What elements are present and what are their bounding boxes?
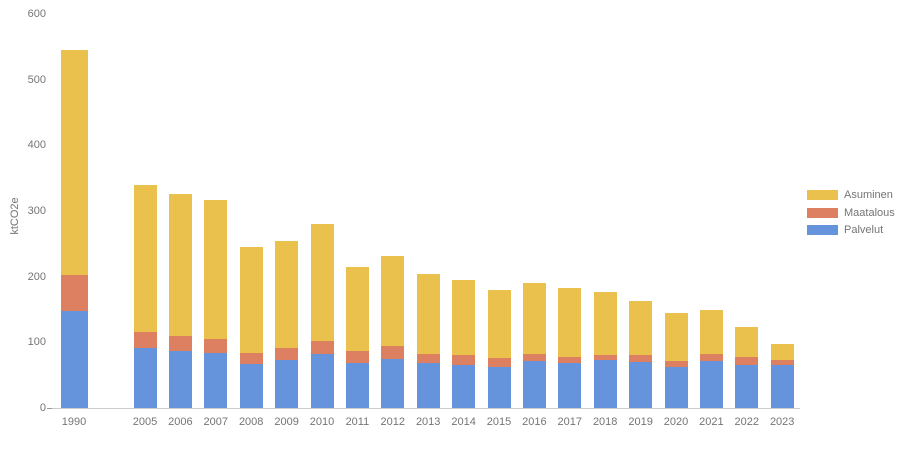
bar-2013-palvelut[interactable] xyxy=(416,363,440,408)
bar-2020-asuminen[interactable] xyxy=(664,313,688,362)
bar-2006-asuminen[interactable] xyxy=(168,193,192,336)
bar-2020-maatalous[interactable] xyxy=(664,361,688,368)
x-axis-line xyxy=(52,408,800,409)
x-tick-label-2009: 2009 xyxy=(274,416,299,428)
legend-item-maatalous: Maatalous xyxy=(807,207,895,219)
x-tick-label-2008: 2008 xyxy=(238,416,264,428)
legend-label-maatalous: Maatalous xyxy=(844,206,895,219)
bar-2017-palvelut[interactable] xyxy=(558,362,582,408)
bar-2006-palvelut[interactable] xyxy=(168,350,192,408)
x-tick-label-2010: 2010 xyxy=(309,416,335,428)
bar-2013-maatalous[interactable] xyxy=(416,354,440,364)
bar-2021-palvelut[interactable] xyxy=(699,361,723,408)
legend-item-palvelut: Palvelut xyxy=(807,224,883,236)
bar-2015-maatalous[interactable] xyxy=(487,358,511,368)
bar-2013-asuminen[interactable] xyxy=(416,274,440,355)
x-tick-label-2006: 2006 xyxy=(168,416,193,428)
bar-2021-maatalous[interactable] xyxy=(699,354,723,362)
bar-2014-maatalous[interactable] xyxy=(452,354,476,365)
bar-2005-maatalous[interactable] xyxy=(133,331,157,348)
legend-label-palvelut: Palvelut xyxy=(844,224,884,237)
x-tick-label-2005: 2005 xyxy=(132,416,158,428)
y-tick-label-0: 0 xyxy=(39,402,46,414)
legend-swatch-palvelut xyxy=(807,225,838,236)
bar-2011-palvelut[interactable] xyxy=(345,363,369,408)
bar-2012-maatalous[interactable] xyxy=(381,346,405,360)
bar-2010-palvelut[interactable] xyxy=(310,354,334,408)
bar-2007-asuminen[interactable] xyxy=(204,200,228,340)
x-tick-label-2019: 2019 xyxy=(628,416,653,428)
bar-2020-palvelut[interactable] xyxy=(664,367,688,408)
bar-2012-asuminen[interactable] xyxy=(381,256,405,347)
bar-2005-palvelut[interactable] xyxy=(133,347,157,408)
bar-2008-maatalous[interactable] xyxy=(239,352,263,364)
bar-2022-asuminen[interactable] xyxy=(735,326,759,358)
bar-2010-maatalous[interactable] xyxy=(310,341,334,355)
x-tick-label-2016: 2016 xyxy=(522,416,547,428)
legend-swatch-maatalous xyxy=(807,207,838,218)
y-tick-label-400: 400 xyxy=(27,139,46,152)
bar-2008-palvelut[interactable] xyxy=(239,364,263,408)
bar-1990-palvelut[interactable] xyxy=(60,310,88,408)
x-tick-label-2014: 2014 xyxy=(451,416,476,428)
bar-2014-palvelut[interactable] xyxy=(452,364,476,408)
bar-2009-palvelut[interactable] xyxy=(275,360,299,408)
bar-2009-asuminen[interactable] xyxy=(275,241,299,349)
x-tick-label-2017: 2017 xyxy=(557,416,583,428)
y-tick-label-300: 300 xyxy=(27,205,46,217)
legend-label-asuminen: Asuminen xyxy=(844,189,893,201)
x-tick-label-1990: 1990 xyxy=(61,416,87,428)
legend-swatch-asuminen xyxy=(807,190,838,200)
bar-2017-maatalous[interactable] xyxy=(558,356,582,363)
bar-2005-asuminen[interactable] xyxy=(133,184,157,332)
bar-2016-palvelut[interactable] xyxy=(522,360,546,408)
bar-2007-maatalous[interactable] xyxy=(204,339,228,353)
bar-2007-palvelut[interactable] xyxy=(204,352,228,408)
bar-1990-asuminen[interactable] xyxy=(60,50,88,275)
bar-2019-palvelut[interactable] xyxy=(629,362,653,408)
x-tick-label-2012: 2012 xyxy=(380,416,406,428)
bar-2010-asuminen[interactable] xyxy=(310,224,334,341)
bar-2015-palvelut[interactable] xyxy=(487,367,511,408)
x-tick-label-2021: 2021 xyxy=(699,416,724,428)
bar-2021-asuminen[interactable] xyxy=(699,310,723,355)
bar-2023-asuminen[interactable] xyxy=(770,343,794,361)
x-tick-label-2022: 2022 xyxy=(734,416,760,428)
bar-2016-maatalous[interactable] xyxy=(522,354,546,361)
bar-2011-asuminen[interactable] xyxy=(345,266,369,351)
legend-item-asuminen: Asuminen xyxy=(807,189,893,201)
bar-2019-maatalous[interactable] xyxy=(629,354,653,363)
bar-2016-asuminen[interactable] xyxy=(522,282,546,355)
bar-2006-maatalous[interactable] xyxy=(168,335,192,351)
bar-2018-palvelut[interactable] xyxy=(593,360,617,408)
bar-2018-asuminen[interactable] xyxy=(593,292,617,356)
x-tick-label-2020: 2020 xyxy=(663,416,689,428)
bar-2019-asuminen[interactable] xyxy=(629,300,653,355)
y-tick-label-100: 100 xyxy=(27,336,46,349)
bar-2023-maatalous[interactable] xyxy=(770,360,794,365)
bar-2014-asuminen[interactable] xyxy=(452,279,476,355)
bar-2012-palvelut[interactable] xyxy=(381,359,405,408)
x-tick-label-2023: 2023 xyxy=(769,416,795,428)
x-tick-label-2015: 2015 xyxy=(486,416,512,428)
zero-tick-mark xyxy=(47,408,52,409)
y-tick-label-500: 500 xyxy=(27,73,46,86)
bar-1990-maatalous[interactable] xyxy=(60,274,88,311)
y-tick-label-600: 600 xyxy=(27,8,46,20)
bar-2011-maatalous[interactable] xyxy=(345,350,369,364)
bar-2008-asuminen[interactable] xyxy=(239,247,263,353)
bar-2022-palvelut[interactable] xyxy=(735,364,759,408)
x-tick-label-2013: 2013 xyxy=(415,416,441,428)
x-tick-label-2018: 2018 xyxy=(592,416,618,428)
bar-2009-maatalous[interactable] xyxy=(275,348,299,361)
y-tick-label-200: 200 xyxy=(27,270,46,283)
bar-2017-asuminen[interactable] xyxy=(558,288,582,357)
x-tick-label-2007: 2007 xyxy=(203,416,229,428)
bar-2023-palvelut[interactable] xyxy=(770,364,794,408)
bar-2018-maatalous[interactable] xyxy=(593,355,617,361)
bar-2022-maatalous[interactable] xyxy=(735,357,759,365)
x-tick-label-2011: 2011 xyxy=(345,416,370,428)
bar-2015-asuminen[interactable] xyxy=(487,289,511,359)
